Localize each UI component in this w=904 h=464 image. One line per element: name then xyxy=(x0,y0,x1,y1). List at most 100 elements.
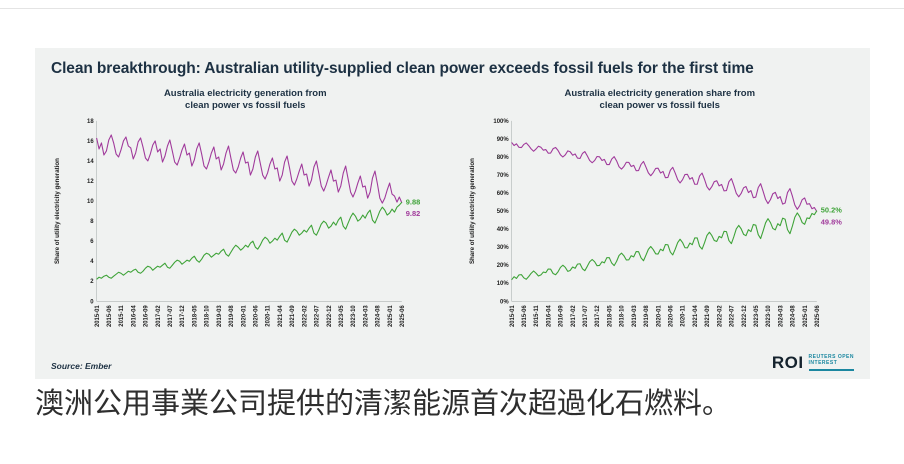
y-tick-label: 0% xyxy=(500,300,509,306)
x-tick-label: 2018-10 xyxy=(205,305,211,327)
x-tick-label: 2020-11 xyxy=(680,305,686,327)
generation-line-chart: 0 2 4 6 8 10 12 14 16 18 2015-01 2015-06 2015-11 2016… xyxy=(54,119,420,327)
x-tick-label: 2017-12 xyxy=(595,305,601,327)
end-value-label: 49.8% xyxy=(820,218,841,227)
chart-card: Clean breakthrough: Australian utility-s… xyxy=(35,48,870,379)
x-tick-label: 2020-06 xyxy=(253,305,259,327)
y-tick-label: 50% xyxy=(496,209,509,215)
x-tick-label: 2016-04 xyxy=(131,305,137,327)
x-tick-label: 2025-01 xyxy=(388,305,394,327)
y-tick-label: 6 xyxy=(90,239,94,245)
x-tick-label: 2022-02 xyxy=(717,305,723,327)
x-tick-label: 2015-06 xyxy=(521,305,527,327)
charts-row: Australia electricity generation from cl… xyxy=(51,88,854,352)
y-axis-label: Share of utility electricity generation xyxy=(468,158,475,264)
y-tick-label: 80% xyxy=(496,155,509,161)
share-chart-title: Australia electricity generation share f… xyxy=(564,87,756,111)
x-tick-label: 2023-10 xyxy=(351,305,357,327)
clean-power-line xyxy=(510,210,817,281)
y-tick-label: 90% xyxy=(496,137,509,143)
x-tick-label: 2025-06 xyxy=(815,305,821,327)
roi-logo-line1: REUTERS OPEN xyxy=(808,353,854,360)
x-tick-label: 2021-04 xyxy=(278,305,284,327)
x-tick-label: 2023-05 xyxy=(753,305,759,327)
x-tick-label: 2018-10 xyxy=(619,305,625,327)
x-tick-label: 2025-01 xyxy=(802,305,808,327)
y-tick-label: 8 xyxy=(90,219,94,225)
x-tick-label: 2016-09 xyxy=(558,305,564,327)
x-tick-label: 2022-02 xyxy=(302,305,308,327)
y-tick-label: 14 xyxy=(87,159,94,165)
x-tick-label: 2017-07 xyxy=(168,305,174,327)
y-tick-label: 4 xyxy=(90,259,94,265)
x-tick-label: 2017-12 xyxy=(180,305,186,327)
x-tick-label: 2015-01 xyxy=(95,305,101,327)
x-tick-label: 2021-09 xyxy=(705,305,711,327)
fossil-fuels-line xyxy=(510,142,817,213)
roi-logo: ROI REUTERS OPEN INTEREST xyxy=(771,352,854,372)
y-tick-label: 10 xyxy=(87,199,94,205)
end-value-label: 50.2% xyxy=(820,206,841,215)
x-tick-label: 2022-07 xyxy=(315,305,321,327)
roi-logo-mark: ROI xyxy=(771,352,804,372)
clean-power-line xyxy=(96,202,403,280)
x-tick-label: 2015-01 xyxy=(509,305,515,327)
x-tick-label: 2023-10 xyxy=(766,305,772,327)
fossil-fuels-line xyxy=(96,134,403,204)
y-tick-label: 18 xyxy=(87,119,94,125)
headline: Clean breakthrough: Australian utility-s… xyxy=(51,60,754,77)
x-tick-label: 2020-06 xyxy=(668,305,674,327)
x-tick-label: 2022-12 xyxy=(327,305,333,327)
x-tick-label: 2015-11 xyxy=(534,305,540,327)
y-tick-label: 10% xyxy=(496,282,509,288)
x-tick-label: 2022-07 xyxy=(729,305,735,327)
share-chart-block: Australia electricity generation share f… xyxy=(466,88,855,352)
x-tick-label: 2019-03 xyxy=(631,305,637,327)
card-footer: Source: Ember ROI REUTERS OPEN INTEREST xyxy=(51,352,854,372)
x-tick-label: 2020-01 xyxy=(241,305,247,327)
x-tick-label: 2021-04 xyxy=(692,305,698,327)
x-tick-label: 2025-06 xyxy=(400,305,406,327)
x-tick-label: 2017-07 xyxy=(583,305,589,327)
y-axis-label: Share of utility electricity generation xyxy=(54,158,61,264)
y-tick-label: 100% xyxy=(493,119,509,125)
x-tick-label: 2020-11 xyxy=(266,305,272,327)
x-tick-label: 2020-01 xyxy=(656,305,662,327)
y-tick-label: 60% xyxy=(496,191,509,197)
y-tick-label: 70% xyxy=(496,173,509,179)
x-tick-label: 2019-08 xyxy=(644,305,650,327)
caption: 澳洲公用事業公司提供的清潔能源首次超過化石燃料。 xyxy=(35,388,732,420)
x-tick-label: 2017-02 xyxy=(570,305,576,327)
end-value-label: 9.88 xyxy=(406,198,420,207)
y-tick-label: 12 xyxy=(87,179,94,185)
x-tick-label: 2022-12 xyxy=(741,305,747,327)
roi-logo-wordmark: REUTERS OPEN INTEREST xyxy=(808,353,854,371)
source-credit: Source: Ember xyxy=(51,361,112,371)
y-tick-label: 2 xyxy=(90,280,94,286)
x-tick-label: 2023-05 xyxy=(339,305,345,327)
x-tick-label: 2018-05 xyxy=(192,305,198,327)
generation-chart-block: Australia electricity generation from cl… xyxy=(51,88,440,352)
x-tick-label: 2019-08 xyxy=(229,305,235,327)
x-tick-label: 2024-08 xyxy=(790,305,796,327)
generation-chart-title: Australia electricity generation from cl… xyxy=(163,87,327,111)
x-tick-label: 2024-08 xyxy=(376,305,382,327)
x-tick-label: 2024-03 xyxy=(778,305,784,327)
y-tick-label: 16 xyxy=(87,139,94,145)
x-tick-label: 2019-03 xyxy=(217,305,223,327)
roi-logo-line2: INTEREST xyxy=(808,360,838,367)
x-tick-label: 2018-05 xyxy=(607,305,613,327)
x-tick-label: 2021-09 xyxy=(290,305,296,327)
y-tick-label: 30% xyxy=(496,245,509,251)
share-line-chart: 0% 10% 20% 30% 40% 50% 60% 70% 80% 90% 100% 2015-01… xyxy=(468,119,841,327)
end-value-label: 9.82 xyxy=(406,209,420,218)
top-divider xyxy=(0,8,904,9)
x-tick-label: 2017-02 xyxy=(156,305,162,327)
y-tick-label: 20% xyxy=(496,263,509,269)
x-tick-label: 2015-11 xyxy=(119,305,125,327)
x-tick-label: 2016-04 xyxy=(546,305,552,327)
x-tick-label: 2016-09 xyxy=(144,305,150,327)
y-tick-label: 0 xyxy=(90,300,94,306)
x-tick-label: 2015-06 xyxy=(107,305,113,327)
y-tick-label: 40% xyxy=(496,227,509,233)
